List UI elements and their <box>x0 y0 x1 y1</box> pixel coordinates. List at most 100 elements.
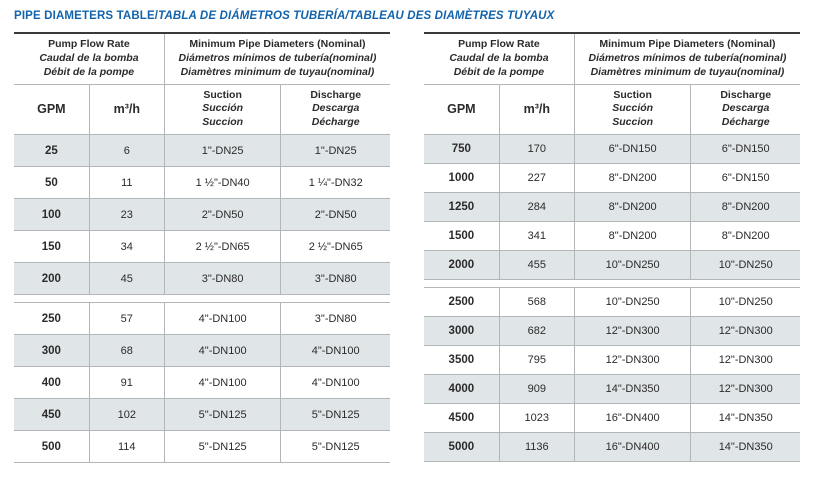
group-spacer-cell <box>424 279 800 289</box>
table-row: 1000 227 8"-DN200 6"-DN150 <box>424 163 800 194</box>
merged-header-row: Pump Flow Rate Caudal de la bomba Débit … <box>424 32 800 85</box>
table-row: 500 114 5"-DN125 5"-DN125 <box>14 430 390 464</box>
cell-discharge: 12"-DN300 <box>690 345 800 376</box>
cell-suction: 14"-DN350 <box>573 374 692 405</box>
header-suction-fr: Succion <box>612 116 654 129</box>
cell-discharge: 5"-DN125 <box>280 398 390 432</box>
header-flow-en: Pump Flow Rate <box>458 38 540 50</box>
cell-m3h: 6 <box>88 134 165 168</box>
cell-discharge: 10"-DN250 <box>690 250 800 281</box>
cell-m3h: 102 <box>88 398 165 432</box>
group-spacer <box>14 294 390 304</box>
cell-suction: 5"-DN125 <box>163 430 282 464</box>
table-row: 4000 909 14"-DN350 12"-DN300 <box>424 374 800 405</box>
header-min-pipe-diameters: Minimum Pipe Diameters (Nominal) Diámetr… <box>163 32 390 85</box>
cell-suction: 16"-DN400 <box>573 403 692 434</box>
table-row: 4500 1023 16"-DN400 14"-DN350 <box>424 403 800 434</box>
header-m3h: m³/h <box>498 83 575 136</box>
cell-gpm: 2000 <box>424 250 500 281</box>
header-discharge-en: Discharge <box>720 88 772 101</box>
cell-m3h: 227 <box>498 163 575 194</box>
cell-gpm: 1500 <box>424 221 500 252</box>
cell-suction: 1 ½"-DN40 <box>163 166 282 200</box>
cell-m3h: 341 <box>498 221 575 252</box>
header-pump-flow-rate: Pump Flow Rate Caudal de la bomba Débit … <box>14 32 165 85</box>
cell-discharge: 14"-DN350 <box>690 432 800 463</box>
table-row: 5000 1136 16"-DN400 14"-DN350 <box>424 432 800 463</box>
cell-discharge: 12"-DN300 <box>690 374 800 405</box>
cell-suction: 12"-DN300 <box>573 345 692 376</box>
cell-discharge: 10"-DN250 <box>690 287 800 318</box>
table-body-right: 750 170 6"-DN150 6"-DN150 1000 227 8"-DN200 6"-… <box>424 134 800 463</box>
cell-discharge: 14"-DN350 <box>690 403 800 434</box>
cell-m3h: 1136 <box>498 432 575 463</box>
cell-gpm: 750 <box>424 134 500 165</box>
tables-container: Pump Flow Rate Caudal de la bomba Débit … <box>14 32 803 464</box>
header-gpm: GPM <box>424 83 500 136</box>
table-row: 150 34 2 ½"-DN65 2 ½"-DN65 <box>14 230 390 264</box>
cell-discharge: 4"-DN100 <box>280 366 390 400</box>
header-flow-es: Caudal de la bomba <box>449 51 549 64</box>
cell-suction: 1"-DN25 <box>163 134 282 168</box>
header-pipe-en: Minimum Pipe Diameters (Nominal) <box>599 38 776 50</box>
group-spacer-cell <box>14 294 390 304</box>
header-discharge-en: Discharge <box>310 88 362 101</box>
cell-m3h: 45 <box>88 262 165 296</box>
table-row: 3000 682 12"-DN300 12"-DN300 <box>424 316 800 347</box>
cell-suction: 16"-DN400 <box>573 432 692 463</box>
cell-gpm: 500 <box>14 430 90 464</box>
header-flow-fr: Débit de la pompe <box>43 65 135 78</box>
page: PIPE DIAMETERS TABLE/TABLA DE DIÁMETROS … <box>14 10 803 464</box>
cell-m3h: 455 <box>498 250 575 281</box>
header-suction-es: Succión <box>202 102 244 115</box>
header-discharge-es: Descarga <box>722 102 770 115</box>
header-suction: Suction Succión Succion <box>163 83 282 136</box>
table-row: 250 57 4"-DN100 3"-DN80 <box>14 302 390 336</box>
cell-m3h: 909 <box>498 374 575 405</box>
header-gpm: GPM <box>14 83 90 136</box>
cell-gpm: 450 <box>14 398 90 432</box>
cell-discharge: 6"-DN150 <box>690 163 800 194</box>
cell-gpm: 250 <box>14 302 90 336</box>
page-title-en: PIPE DIAMETERS TABLE/ <box>14 10 159 22</box>
cell-m3h: 23 <box>88 198 165 232</box>
header-min-pipe-diameters: Minimum Pipe Diameters (Nominal) Diámetr… <box>573 32 800 85</box>
header-suction-en: Suction <box>613 88 652 101</box>
cell-gpm: 5000 <box>424 432 500 463</box>
header-flow-fr: Débit de la pompe <box>453 65 545 78</box>
header-suction-en: Suction <box>203 88 242 101</box>
cell-discharge: 8"-DN200 <box>690 192 800 223</box>
cell-gpm: 1000 <box>424 163 500 194</box>
table-row: 100 23 2"-DN50 2"-DN50 <box>14 198 390 232</box>
cell-discharge: 2 ½"-DN65 <box>280 230 390 264</box>
table-row: 2000 455 10"-DN250 10"-DN250 <box>424 250 800 281</box>
cell-suction: 2"-DN50 <box>163 198 282 232</box>
cell-discharge: 8"-DN200 <box>690 221 800 252</box>
cell-discharge: 4"-DN100 <box>280 334 390 368</box>
cell-discharge: 3"-DN80 <box>280 302 390 336</box>
cell-discharge: 5"-DN125 <box>280 430 390 464</box>
cell-gpm: 3500 <box>424 345 500 376</box>
cell-suction: 12"-DN300 <box>573 316 692 347</box>
header-flow-en: Pump Flow Rate <box>48 38 130 50</box>
cell-m3h: 795 <box>498 345 575 376</box>
header-pump-flow-rate: Pump Flow Rate Caudal de la bomba Débit … <box>424 32 575 85</box>
header-pipe-fr: Diamètres minimum de tuyau(nominal) <box>590 65 785 78</box>
cell-suction: 8"-DN200 <box>573 163 692 194</box>
table-row: 300 68 4"-DN100 4"-DN100 <box>14 334 390 368</box>
cell-gpm: 300 <box>14 334 90 368</box>
table-row: 2500 568 10"-DN250 10"-DN250 <box>424 287 800 318</box>
cell-gpm: 3000 <box>424 316 500 347</box>
table-row: 450 102 5"-DN125 5"-DN125 <box>14 398 390 432</box>
header-pipe-fr: Diamètres minimum de tuyau(nominal) <box>180 65 375 78</box>
cell-suction: 3"-DN80 <box>163 262 282 296</box>
header-discharge: Discharge Descarga Décharge <box>280 83 390 136</box>
cell-m3h: 114 <box>88 430 165 464</box>
pipe-table-right: Pump Flow Rate Caudal de la bomba Débit … <box>424 32 800 463</box>
page-title-intl: TABLA DE DIÁMETROS TUBERÍA/TABLEAU DES D… <box>158 10 555 22</box>
cell-m3h: 91 <box>88 366 165 400</box>
table-row: 1500 341 8"-DN200 8"-DN200 <box>424 221 800 252</box>
cell-gpm: 150 <box>14 230 90 264</box>
cell-m3h: 68 <box>88 334 165 368</box>
cell-suction: 4"-DN100 <box>163 334 282 368</box>
